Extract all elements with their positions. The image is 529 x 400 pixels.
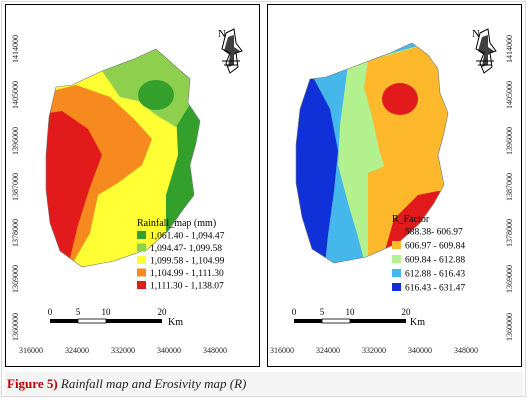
zone-red-island [382, 83, 418, 115]
erosivity-map-panel: 1414000 1405000 1396000 1387000 1378000 … [267, 4, 522, 367]
scale-bar: 0 5 10 20 Km [292, 307, 425, 328]
legend-item: 612.88 - 616.43 [392, 269, 465, 280]
legend-item: 1,061.40 - 1,094.47 [137, 231, 225, 242]
legend-item: 1,099.58 - 1,104.99 [137, 256, 225, 267]
erosivity-zones [296, 43, 448, 263]
legend-label: 612.88 - 616.43 [405, 270, 465, 280]
rainfall-legend: Rainfall_map (mm) 1,061.40 - 1,094.47 1,0… [137, 218, 225, 292]
y-axis-labels: 1414000 1405000 1396000 1387000 1378000 … [505, 35, 514, 341]
scale-tick-label: 20 [158, 307, 168, 317]
x-axis-labels: 316000 324000 332000 340000 348000 [19, 346, 227, 355]
legend-swatch [137, 243, 146, 252]
x-tick-label: 340000 [157, 346, 181, 355]
legend-label: 609.84 - 612.88 [405, 256, 465, 266]
x-tick-label: 332000 [362, 346, 386, 355]
scale-tick-label: 10 [346, 307, 356, 317]
y-tick-label: 1360000 [11, 313, 20, 341]
y-tick-label: 1378000 [505, 219, 514, 247]
caption-text: Rainfall map and Erosivity map (R) [57, 376, 247, 391]
legend-label: 588.38- 606.97 [405, 228, 463, 238]
legend-item: 606.97 - 609.84 [392, 241, 465, 252]
y-tick-label: 1369000 [11, 265, 20, 293]
scale-tick-label: 20 [402, 307, 412, 317]
y-tick-label: 1387000 [505, 173, 514, 201]
x-tick-label: 348000 [203, 346, 227, 355]
y-tick-label: 1414000 [505, 35, 514, 63]
x-axis-labels: 316000 324000 332000 340000 348000 [270, 346, 478, 355]
legend-item: 588.38- 606.97 [392, 227, 463, 238]
legend-label: 616.43 - 631.47 [405, 284, 465, 294]
caption-label: Figure 5) [7, 376, 58, 391]
legend-item: 1,111.30 - 1,138.07 [137, 281, 224, 292]
figure-caption: Figure 5) Rainfall map and Erosivity map… [5, 372, 523, 396]
watershed-boundary [295, 42, 449, 264]
x-tick-label: 324000 [316, 346, 340, 355]
rainfall-map-panel: 1414000 1405000 1396000 1387000 1378000 … [5, 4, 260, 367]
rainfall-map-svg: 1414000 1405000 1396000 1387000 1378000 … [11, 28, 243, 355]
x-tick-label: 348000 [454, 346, 478, 355]
y-axis-labels: 1414000 1405000 1396000 1387000 1378000 … [11, 35, 20, 341]
legend-swatch [392, 269, 401, 277]
legend-swatch [137, 268, 146, 277]
scale-tick-label: 10 [102, 307, 112, 317]
legend-label: 1,094.47- 1,099.58 [150, 244, 222, 254]
legend-item: 1,094.47- 1,099.58 [137, 243, 222, 254]
legend-label: 1,099.58 - 1,104.99 [150, 257, 225, 267]
x-tick-label: 324000 [65, 346, 89, 355]
north-label: N [472, 28, 480, 40]
scale-unit: Km [410, 317, 425, 328]
legend-title: Rainfall_map (mm) [137, 218, 216, 229]
scale-tick-label: 5 [76, 307, 81, 317]
x-tick-label: 316000 [19, 346, 43, 355]
legend-item: 609.84 - 612.88 [392, 255, 465, 266]
erosivity-map-svg: 1414000 1405000 1396000 1387000 1378000 … [270, 28, 514, 355]
scale-tick-label: 0 [48, 307, 53, 317]
legend-swatch [392, 283, 401, 291]
legend-swatch [137, 281, 146, 289]
erosivity-legend: R_Factor 588.38- 606.97 606.97 - 609.84 60… [392, 214, 465, 294]
y-tick-label: 1405000 [11, 81, 20, 109]
legend-label: 1,061.40 - 1,094.47 [150, 232, 225, 242]
y-tick-label: 1360000 [505, 313, 514, 341]
scale-tick-label: 5 [320, 307, 325, 317]
y-tick-label: 1405000 [505, 81, 514, 109]
legend-swatch [137, 256, 146, 264]
legend-item: 1,104.99 - 1,111.30 [137, 268, 224, 279]
legend-swatch [392, 255, 401, 263]
legend-label: 1,104.99 - 1,111.30 [150, 269, 224, 279]
y-tick-label: 1396000 [11, 127, 20, 155]
rainfall-zones [46, 49, 200, 267]
y-tick-label: 1369000 [505, 265, 514, 293]
y-tick-label: 1387000 [11, 173, 20, 201]
legend-label: 1,111.30 - 1,138.07 [150, 282, 224, 292]
legend-item: 616.43 - 631.47 [392, 283, 465, 294]
legend-swatch [137, 231, 146, 239]
legend-swatch [392, 241, 401, 249]
legend-label: 606.97 - 609.84 [405, 242, 465, 252]
legend-swatch [392, 227, 401, 235]
scale-bar: 0 5 10 20 Km [48, 307, 183, 328]
north-arrow-icon: N [472, 28, 497, 74]
north-label: N [218, 28, 226, 40]
y-tick-label: 1378000 [11, 219, 20, 247]
x-tick-label: 340000 [408, 346, 432, 355]
x-tick-label: 316000 [270, 346, 294, 355]
scale-tick-label: 0 [292, 307, 297, 317]
legend-title: R_Factor [392, 214, 430, 225]
watershed-boundary [45, 48, 201, 268]
y-tick-label: 1396000 [505, 127, 514, 155]
x-tick-label: 332000 [111, 346, 135, 355]
y-tick-label: 1414000 [11, 35, 20, 63]
scale-unit: Km [168, 317, 183, 328]
zone-green-island [138, 80, 174, 110]
north-arrow-icon: N [218, 28, 243, 74]
